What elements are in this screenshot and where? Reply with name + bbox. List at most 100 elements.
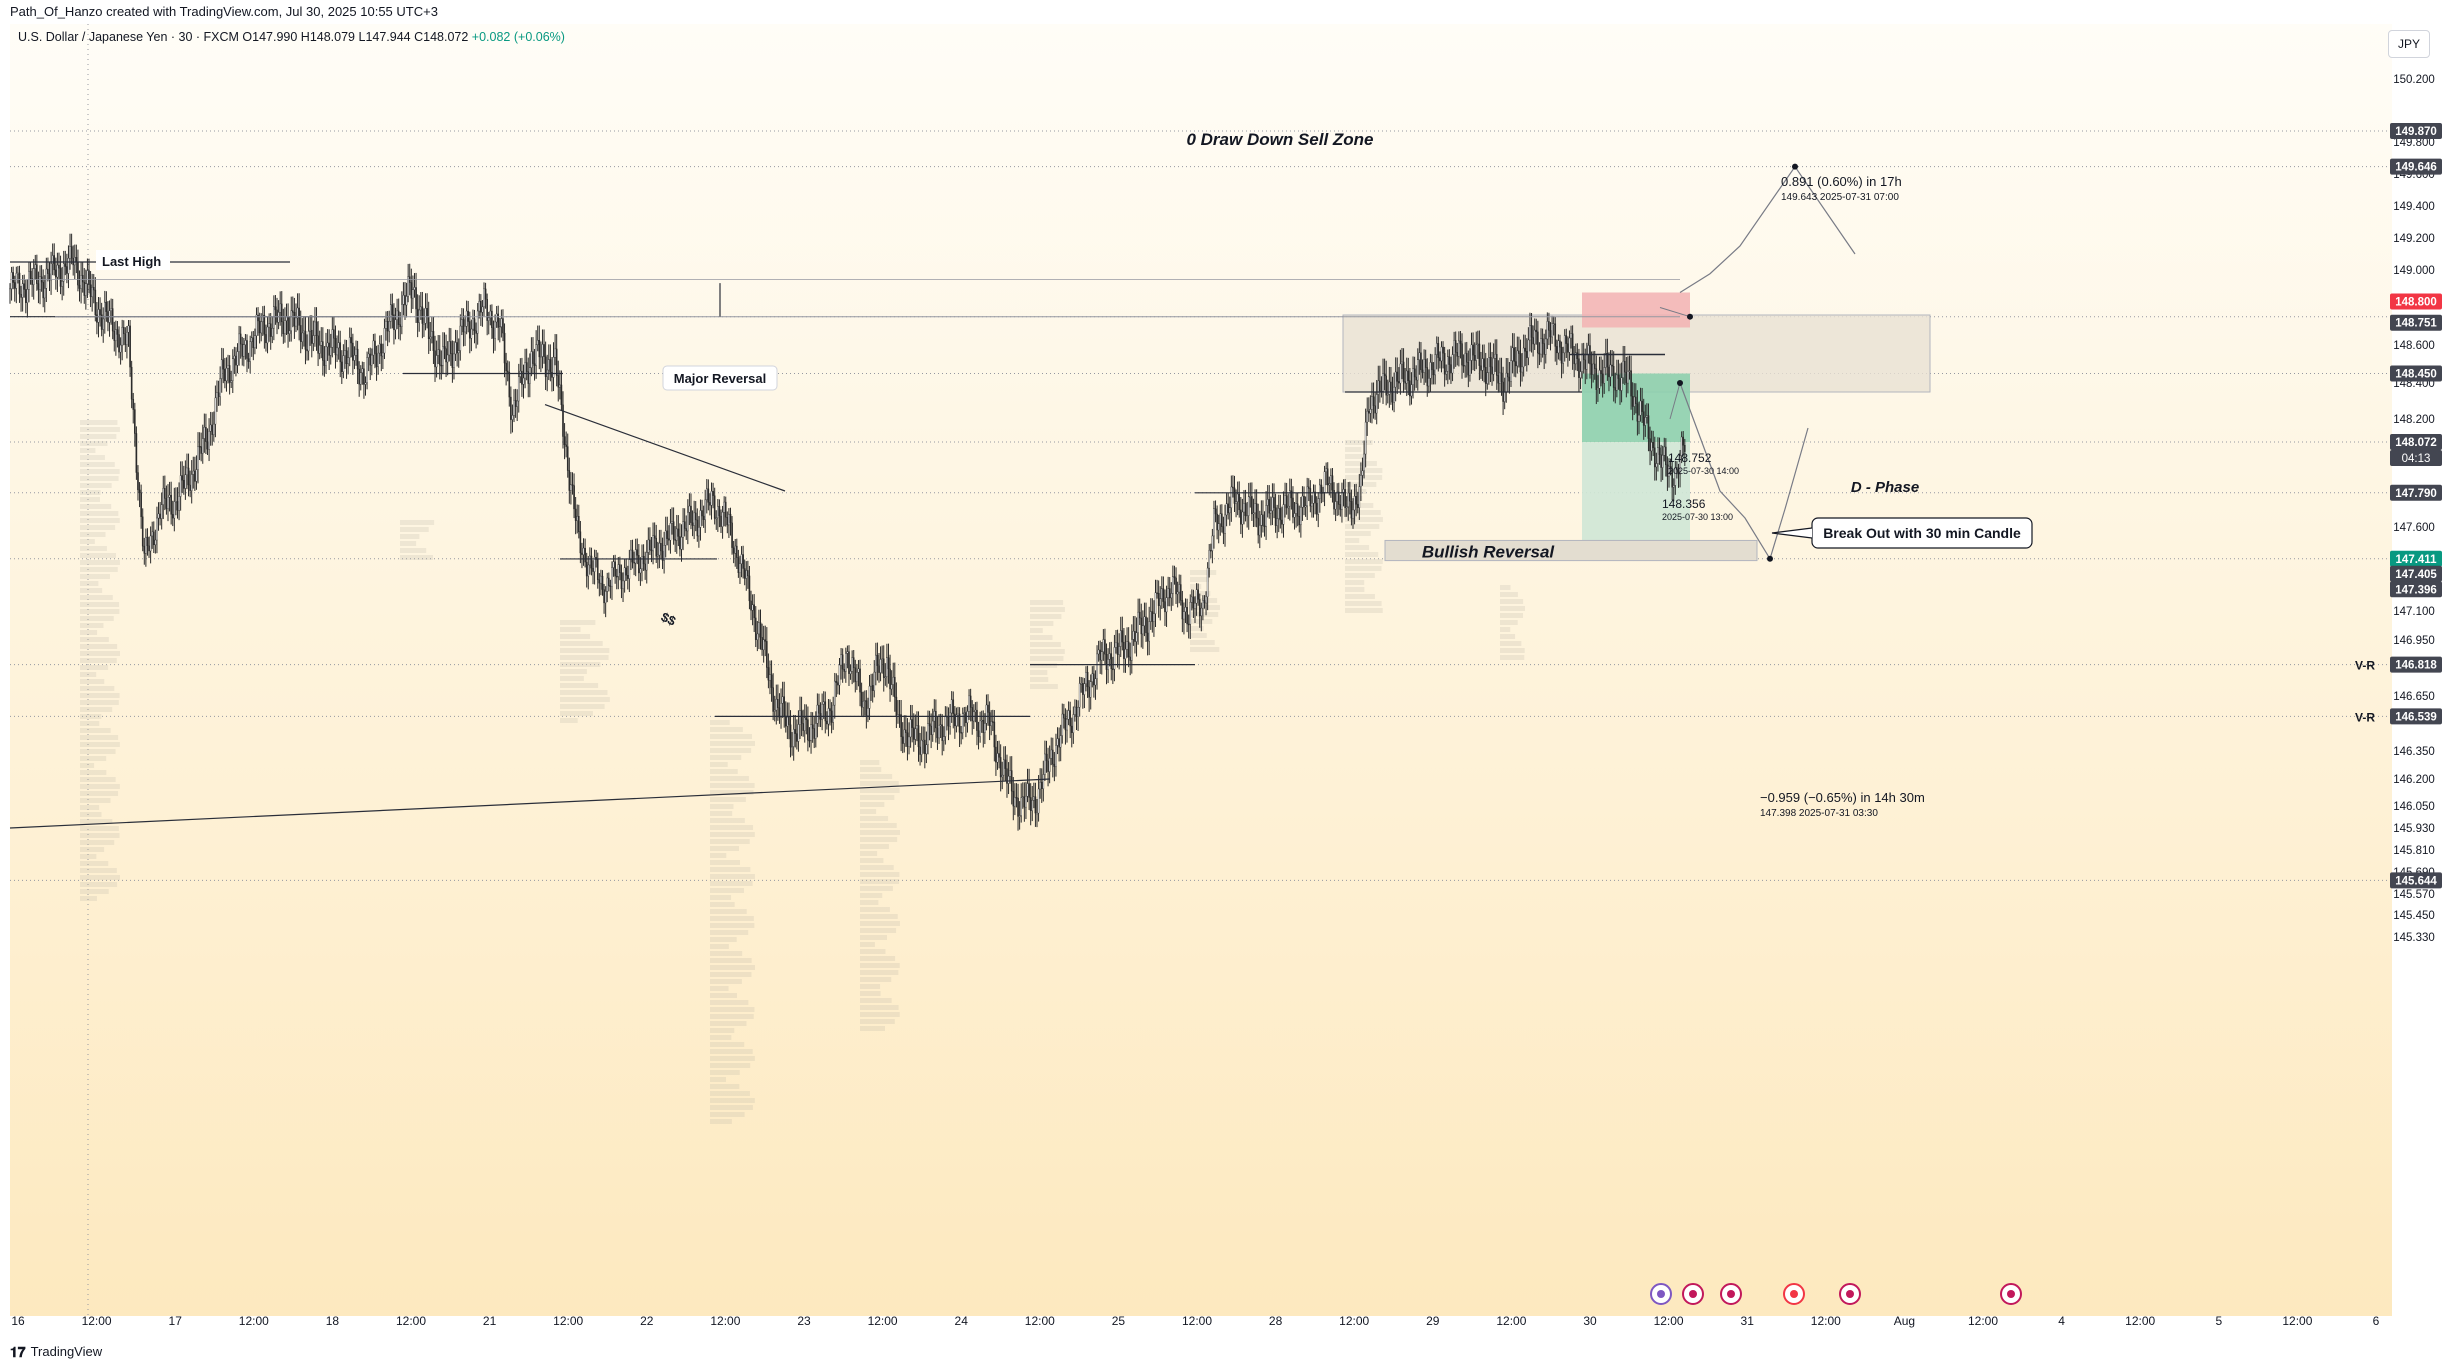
candle-body <box>668 538 670 541</box>
breakout-arrow[interactable] <box>1669 382 1681 420</box>
candle-body <box>740 554 743 565</box>
candle-body <box>1356 504 1359 508</box>
entry-point[interactable] <box>1687 313 1693 320</box>
candle-body <box>729 513 732 524</box>
candle-body <box>389 304 392 322</box>
candle-body <box>1260 514 1263 526</box>
candle-body <box>1173 576 1176 579</box>
volume-profile-bar <box>710 811 733 816</box>
candle-body <box>1154 592 1157 614</box>
economic-event-dot <box>2007 1290 2015 1298</box>
candle-body <box>66 266 68 274</box>
x-tick-label: 29 <box>1426 1314 1440 1328</box>
candle-body <box>1053 763 1056 767</box>
candle-body <box>1641 400 1643 412</box>
candle-body <box>138 489 141 493</box>
candle-body <box>1421 369 1424 373</box>
candle-body <box>832 704 834 723</box>
lower-target-point[interactable] <box>1767 555 1773 562</box>
candle-body <box>1262 514 1264 526</box>
projection-path-up[interactable] <box>1679 165 1856 294</box>
y-tick-label: 150.200 <box>2393 74 2435 86</box>
candle-body <box>1342 489 1345 493</box>
volume-profile-bar <box>80 483 112 488</box>
y-tick-label: 146.050 <box>2393 801 2435 813</box>
candle-body <box>236 351 239 366</box>
candle-body <box>1631 396 1634 407</box>
candle-body <box>1521 366 1523 373</box>
volume-profile-bar <box>80 525 116 530</box>
candle-body <box>1225 503 1228 516</box>
candle-body <box>532 351 534 364</box>
candle-body <box>178 496 180 511</box>
candle-body <box>432 331 435 351</box>
candle-body <box>243 344 245 357</box>
candle-body <box>359 372 362 385</box>
candle-body <box>37 283 40 290</box>
candle-body <box>301 332 304 342</box>
currency-button[interactable]: JPY <box>2388 30 2430 58</box>
candle-body <box>307 331 310 352</box>
symbol-legend[interactable]: U.S. Dollar / Japanese Yen · 30 · FXCM O… <box>18 30 565 44</box>
candle-body <box>1151 611 1154 622</box>
candle-body <box>1565 335 1568 344</box>
liquidity-trendline[interactable] <box>544 404 786 492</box>
candle-body <box>1537 331 1539 354</box>
candle-body <box>826 720 828 725</box>
stop-loss-zone[interactable] <box>1582 292 1690 328</box>
candle-body <box>1214 508 1217 515</box>
candle-body <box>617 564 620 577</box>
candle-body <box>167 496 169 509</box>
candle-body <box>1170 593 1173 599</box>
candle-body <box>522 377 525 385</box>
volume-profile-bar <box>1345 454 1368 459</box>
candle-body <box>631 549 634 563</box>
breakout-point[interactable] <box>1677 380 1683 386</box>
candle-body <box>1258 525 1261 536</box>
bullish-reversal-box[interactable] <box>1384 539 1758 562</box>
candle-body <box>350 337 353 344</box>
candle-body <box>440 364 443 367</box>
volume-profile-bar <box>80 441 108 446</box>
candle-body <box>198 446 201 448</box>
candle-body <box>1541 338 1544 344</box>
candle-body <box>151 531 154 537</box>
candle-body <box>1124 649 1127 659</box>
projection-path-down[interactable] <box>1679 382 1809 561</box>
candle-body <box>1404 381 1406 384</box>
vr-label-2: V-R <box>2355 710 2375 724</box>
candle-body <box>1195 589 1198 604</box>
price-label-bg <box>2390 581 2442 598</box>
candle-body <box>1371 396 1373 410</box>
candle-body <box>1039 781 1041 790</box>
candle-body <box>1636 403 1639 422</box>
upper-target-point[interactable] <box>1792 163 1798 170</box>
candle-body <box>1426 367 1429 387</box>
candle-body <box>1304 505 1307 508</box>
candle-body <box>949 712 951 727</box>
plot-background <box>10 24 2392 1316</box>
candle-body <box>200 446 202 454</box>
volume-profile-bar <box>860 1012 900 1017</box>
x-tick-label: 12:00 <box>1811 1314 1841 1328</box>
volume-profile-bar <box>860 858 884 863</box>
candle-body <box>1172 576 1174 594</box>
symbol-name[interactable]: U.S. Dollar / Japanese Yen · 30 · FXCM <box>18 30 239 44</box>
candle-body <box>274 306 277 311</box>
volume-profile-bar <box>710 951 743 956</box>
candle-body <box>407 276 409 297</box>
x-tick-label: 30 <box>1583 1314 1597 1328</box>
volume-profile-bar <box>860 809 877 814</box>
lower-trendline[interactable] <box>9 778 1051 829</box>
volume-profile-bar <box>1190 633 1207 638</box>
candle-body <box>342 355 345 372</box>
candle-body <box>731 522 733 548</box>
tradingview-brand[interactable]: 𝟏𝟕 TradingView <box>10 1342 102 1362</box>
candle-body <box>476 310 479 334</box>
candle-body <box>372 340 375 356</box>
entry-arrow[interactable] <box>1659 307 1691 318</box>
candle-body <box>88 270 90 285</box>
candle-body <box>334 338 337 356</box>
price-label-bg <box>2390 872 2442 889</box>
